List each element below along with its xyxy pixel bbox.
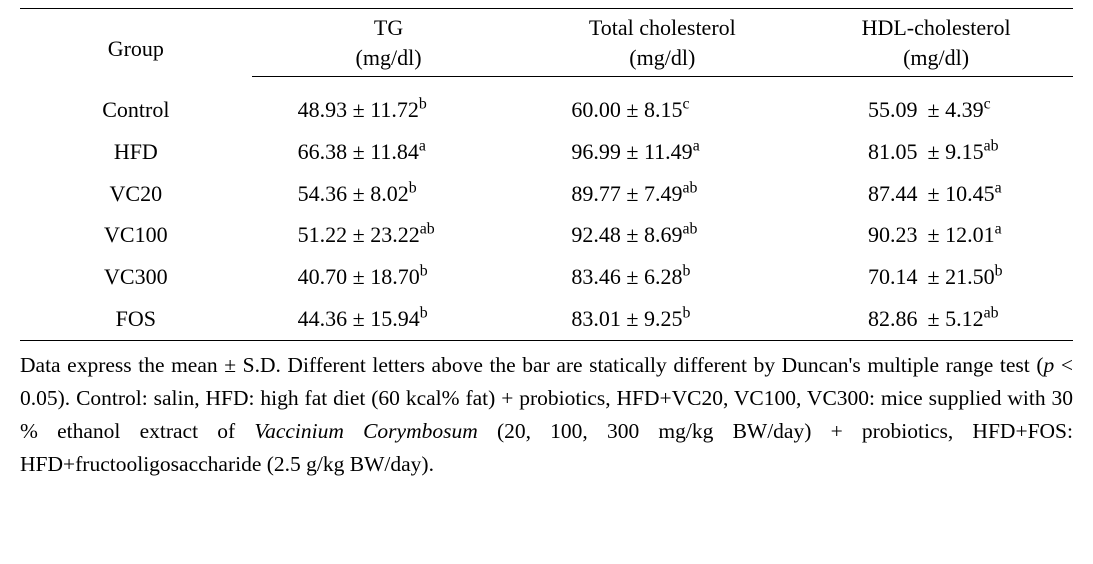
tc-cell: 83.46 ± 6.28b [525,256,799,298]
tc-cell: 89.77 ± 7.49ab [525,173,799,215]
table-row: VC30040.70 ± 18.70b83.46 ± 6.28b70.14± 2… [20,256,1073,298]
col-header-group: Group [20,9,252,90]
tg-cell: 51.22 ± 23.22ab [252,214,526,256]
col-header-tc-label: Total cholesterol [589,15,736,40]
hdl-mean-cell: 70.14 [799,256,925,298]
group-cell: Control [20,89,252,131]
hdl-sd-cell: ± 9.15ab [926,131,1073,173]
tg-cell: 44.36 ± 15.94b [252,298,526,340]
group-cell: FOS [20,298,252,340]
col-header-tg-label: TG [374,15,403,40]
caption-em-p: p [1044,353,1055,377]
lipid-table: Group TG (mg/dl) Total cholesterol (mg/d… [20,8,1073,341]
col-header-tg-unit: (mg/dl) [356,45,422,70]
tc-cell: 96.99 ± 11.49a [525,131,799,173]
tc-cell: 92.48 ± 8.69ab [525,214,799,256]
col-header-hdl-unit: (mg/dl) [903,45,969,70]
col-header-hdl-label: HDL-cholesterol [862,15,1011,40]
tc-cell: 60.00 ± 8.15c [525,89,799,131]
hdl-sd-cell: ± 5.12ab [926,298,1073,340]
hdl-mean-cell: 90.23 [799,214,925,256]
tg-cell: 48.93 ± 11.72b [252,89,526,131]
caption-part-0: Data express the mean ± S.D. Different l… [20,353,1044,377]
hdl-sd-cell: ± 21.50b [926,256,1073,298]
col-header-tg: TG (mg/dl) [252,9,526,77]
table-body: Control48.93 ± 11.72b60.00 ± 8.15c55.09±… [20,89,1073,340]
hdl-mean-cell: 55.09 [799,89,925,131]
table-caption: Data express the mean ± S.D. Different l… [20,349,1073,482]
hdl-mean-cell: 87.44 [799,173,925,215]
table-row: HFD66.38 ± 11.84a96.99 ± 11.49a81.05± 9.… [20,131,1073,173]
caption-em-species: Vaccinium Corymbosum [254,419,477,443]
group-cell: VC20 [20,173,252,215]
hdl-sd-cell: ± 4.39c [926,89,1073,131]
table-row: VC2054.36 ± 8.02b89.77 ± 7.49ab87.44± 10… [20,173,1073,215]
hdl-mean-cell: 81.05 [799,131,925,173]
group-cell: VC300 [20,256,252,298]
hdl-sd-cell: ± 10.45a [926,173,1073,215]
table-row: FOS44.36 ± 15.94b83.01 ± 9.25b82.86± 5.1… [20,298,1073,340]
table-row: VC10051.22 ± 23.22ab92.48 ± 8.69ab90.23±… [20,214,1073,256]
tc-cell: 83.01 ± 9.25b [525,298,799,340]
group-cell: VC100 [20,214,252,256]
table-row: Control48.93 ± 11.72b60.00 ± 8.15c55.09±… [20,89,1073,131]
tg-cell: 40.70 ± 18.70b [252,256,526,298]
col-header-tc: Total cholesterol (mg/dl) [525,9,799,77]
tg-cell: 54.36 ± 8.02b [252,173,526,215]
tg-cell: 66.38 ± 11.84a [252,131,526,173]
col-header-hdl: HDL-cholesterol (mg/dl) [799,9,1073,77]
group-cell: HFD [20,131,252,173]
hdl-mean-cell: 82.86 [799,298,925,340]
col-header-tc-unit: (mg/dl) [629,45,695,70]
hdl-sd-cell: ± 12.01a [926,214,1073,256]
